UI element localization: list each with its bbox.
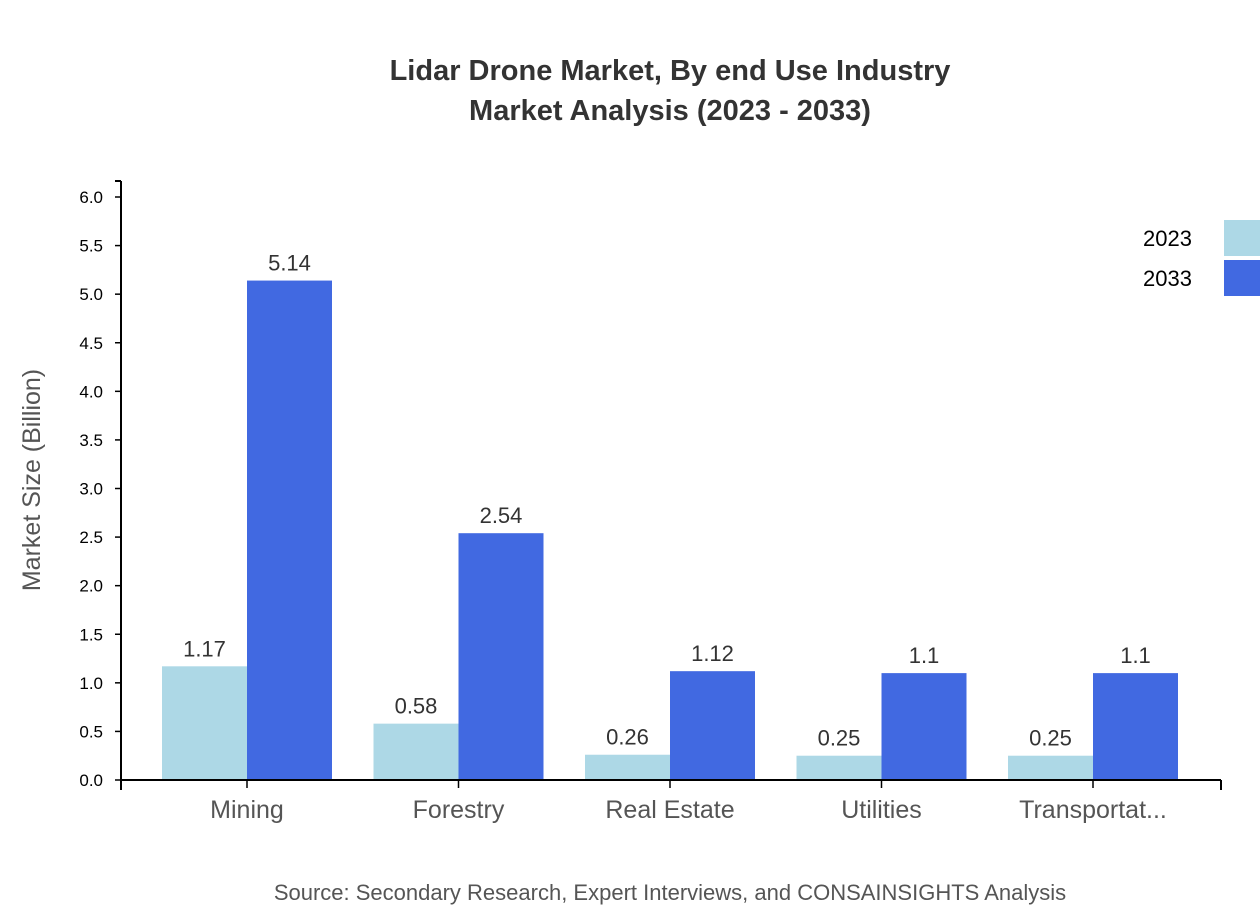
- bar-2023: [1008, 755, 1093, 780]
- x-tick-label: Transportat...: [1019, 796, 1167, 824]
- y-tick-label: 0.5: [79, 722, 103, 741]
- y-tick-label: 5.0: [79, 285, 103, 304]
- data-label: 0.26: [606, 725, 649, 750]
- x-tick-label: Forestry: [413, 796, 505, 824]
- y-tick-label: 4.0: [79, 382, 103, 401]
- bars: 1.17 5.14 0.58 2.54 0.26 1.12 0.25 1.1 0.25 1.1: [162, 251, 1178, 780]
- data-label: 0.25: [818, 726, 861, 751]
- bar-2023: [585, 754, 670, 780]
- bar-2023: [796, 755, 882, 780]
- y-tick-label: 5.5: [79, 237, 103, 256]
- bar-2033: [670, 671, 755, 780]
- y-tick-label: 1.0: [79, 674, 103, 693]
- legend-label: 2033: [1143, 266, 1192, 291]
- data-label: 0.25: [1029, 726, 1072, 751]
- bar-2033: [458, 533, 544, 780]
- x-tick-label: Utilities: [841, 796, 922, 824]
- legend-label: 2023: [1143, 226, 1192, 251]
- data-label: 2.54: [480, 503, 523, 528]
- data-label: 0.58: [395, 694, 438, 719]
- legend: 2023 2033: [1143, 220, 1260, 296]
- bar-2033: [247, 280, 332, 780]
- y-tick-label: 2.0: [79, 577, 103, 596]
- y-tick-label: 3.0: [79, 480, 103, 499]
- source-note: Source: Secondary Research, Expert Inter…: [274, 880, 1066, 905]
- data-label: 1.1: [909, 643, 940, 668]
- y-tick-label: 6.0: [79, 188, 103, 207]
- y-axis-label: Market Size (Billion): [18, 369, 46, 591]
- x-axis: Mining Forestry Real Estate Utilities Transp…: [120, 779, 1222, 824]
- chart-subtitle: Market Analysis (2023 - 2033): [469, 95, 871, 127]
- legend-swatch-2033: [1224, 260, 1260, 296]
- x-tick-label: Real Estate: [605, 796, 734, 824]
- y-axis: 0.0 0.5 1.0 1.5 2.0 2.5 3.0 3.5 4.0 4.5 5.0 5.5 6.0: [79, 180, 122, 790]
- bar-2023: [162, 666, 247, 780]
- y-tick-label: 3.5: [79, 431, 103, 450]
- y-tick-label: 0.0: [79, 771, 103, 790]
- data-label: 1.12: [691, 641, 734, 666]
- x-tick-label: Mining: [210, 796, 284, 824]
- data-label: 1.1: [1120, 643, 1151, 668]
- bar-2033: [1093, 673, 1178, 780]
- bar-2033: [881, 673, 967, 780]
- data-label: 1.17: [183, 636, 226, 661]
- data-label: 5.14: [268, 251, 311, 276]
- y-tick-label: 4.5: [79, 334, 103, 353]
- chart-title: Lidar Drone Market, By end Use Industry: [390, 55, 951, 87]
- legend-swatch-2023: [1224, 220, 1260, 256]
- y-tick-label: 1.5: [79, 625, 103, 644]
- bar-2023: [373, 723, 459, 780]
- y-tick-label: 2.5: [79, 528, 103, 547]
